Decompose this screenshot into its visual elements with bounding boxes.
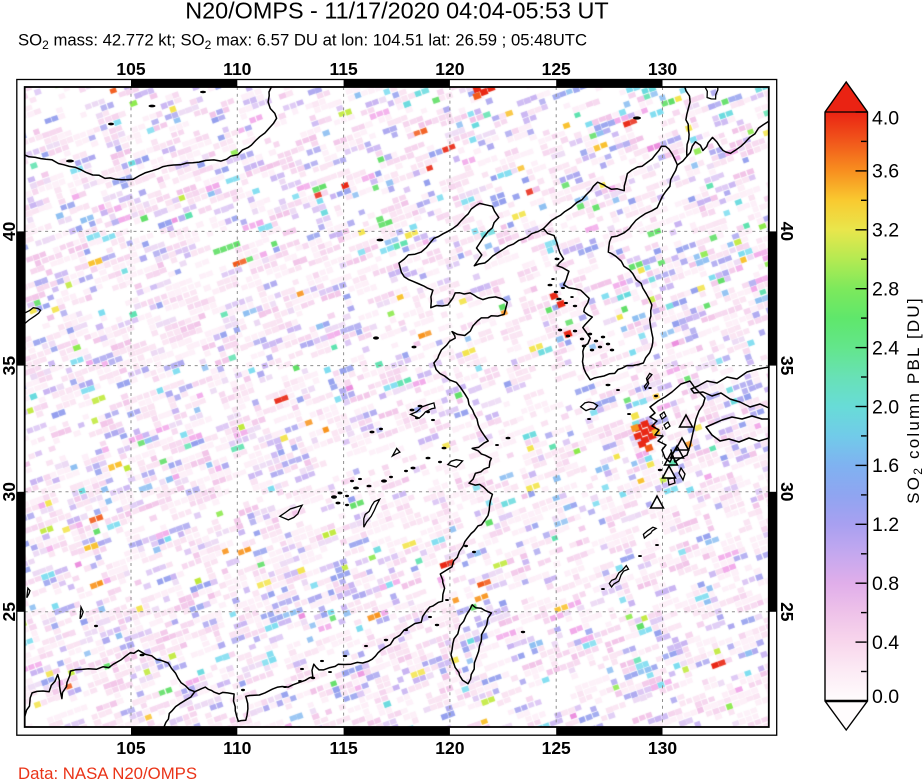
svg-text:Data: NASA N20/OMPS: Data: NASA N20/OMPS (18, 764, 197, 783)
svg-text:40: 40 (0, 221, 19, 241)
svg-text:35: 35 (777, 356, 797, 376)
svg-text:N20/OMPS - 11/17/2020 04:04-05: N20/OMPS - 11/17/2020 04:04-05:53 UT (185, 0, 608, 24)
svg-text:1.2: 1.2 (872, 514, 899, 536)
svg-text:30: 30 (777, 482, 797, 502)
svg-text:130: 130 (648, 738, 677, 758)
svg-text:120: 120 (435, 738, 464, 758)
svg-text:35: 35 (0, 356, 19, 376)
svg-text:2.0: 2.0 (872, 396, 899, 418)
svg-text:SO2 column PBL [DU]: SO2 column PBL [DU] (904, 296, 923, 504)
svg-text:3.2: 3.2 (872, 220, 899, 242)
svg-text:2.8: 2.8 (872, 279, 899, 301)
svg-text:105: 105 (116, 59, 145, 79)
svg-text:105: 105 (116, 738, 145, 758)
svg-text:SO2 mass: 42.772 kt; SO2 max:: SO2 mass: 42.772 kt; SO2 max: 6.57 DU at… (18, 31, 587, 53)
svg-text:0.0: 0.0 (872, 686, 899, 708)
svg-text:40: 40 (777, 222, 797, 242)
svg-text:2.4: 2.4 (872, 337, 899, 359)
svg-text:125: 125 (542, 738, 571, 758)
svg-text:110: 110 (223, 738, 251, 758)
svg-text:30: 30 (0, 482, 19, 502)
svg-text:130: 130 (648, 59, 677, 79)
svg-text:0.8: 0.8 (872, 573, 899, 595)
svg-text:125: 125 (542, 59, 571, 79)
svg-text:3.6: 3.6 (872, 161, 899, 183)
svg-text:115: 115 (329, 738, 357, 758)
svg-text:110: 110 (223, 59, 251, 79)
svg-text:115: 115 (329, 59, 357, 79)
svg-text:120: 120 (435, 59, 464, 79)
svg-text:25: 25 (0, 602, 19, 622)
svg-text:0.4: 0.4 (872, 632, 899, 654)
svg-text:4.0: 4.0 (872, 107, 899, 129)
svg-text:25: 25 (777, 602, 797, 622)
svg-text:1.6: 1.6 (872, 455, 899, 477)
